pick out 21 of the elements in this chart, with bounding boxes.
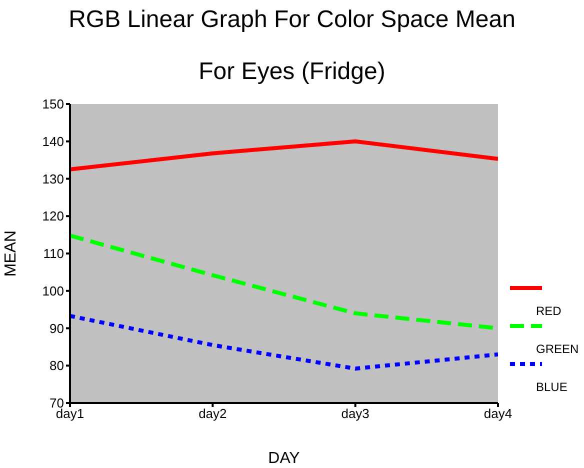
y-tick-label: 90 [50,320,64,336]
x-tick-label: day4 [484,406,512,422]
line-series [70,314,498,371]
y-tick-label: 70 [50,396,64,411]
y-tick-label: 120 [42,208,64,224]
y-tick-label: 110 [43,246,64,262]
y-tick-label: 100 [42,283,64,298]
x-tick-label: day2 [198,406,227,422]
legend-label: RED [536,304,562,318]
chart-subtitle: For Eyes (Fridge) [198,58,386,86]
x-tick-label: day3 [341,406,370,422]
text: BLUE [536,380,568,394]
y-tick-label: 80 [50,358,64,374]
y-axis-title: MEAN [2,230,20,277]
text: GREEN [536,342,579,356]
chart-title: RGB Linear Graph For Color Space Mean [68,6,516,34]
line-series [70,139,498,172]
x-axis-title: DAY [267,450,301,468]
y-tick-label: 150 [42,96,64,112]
y-tick-label: 130 [42,171,64,186]
y-tick-label: 140 [42,134,64,149]
